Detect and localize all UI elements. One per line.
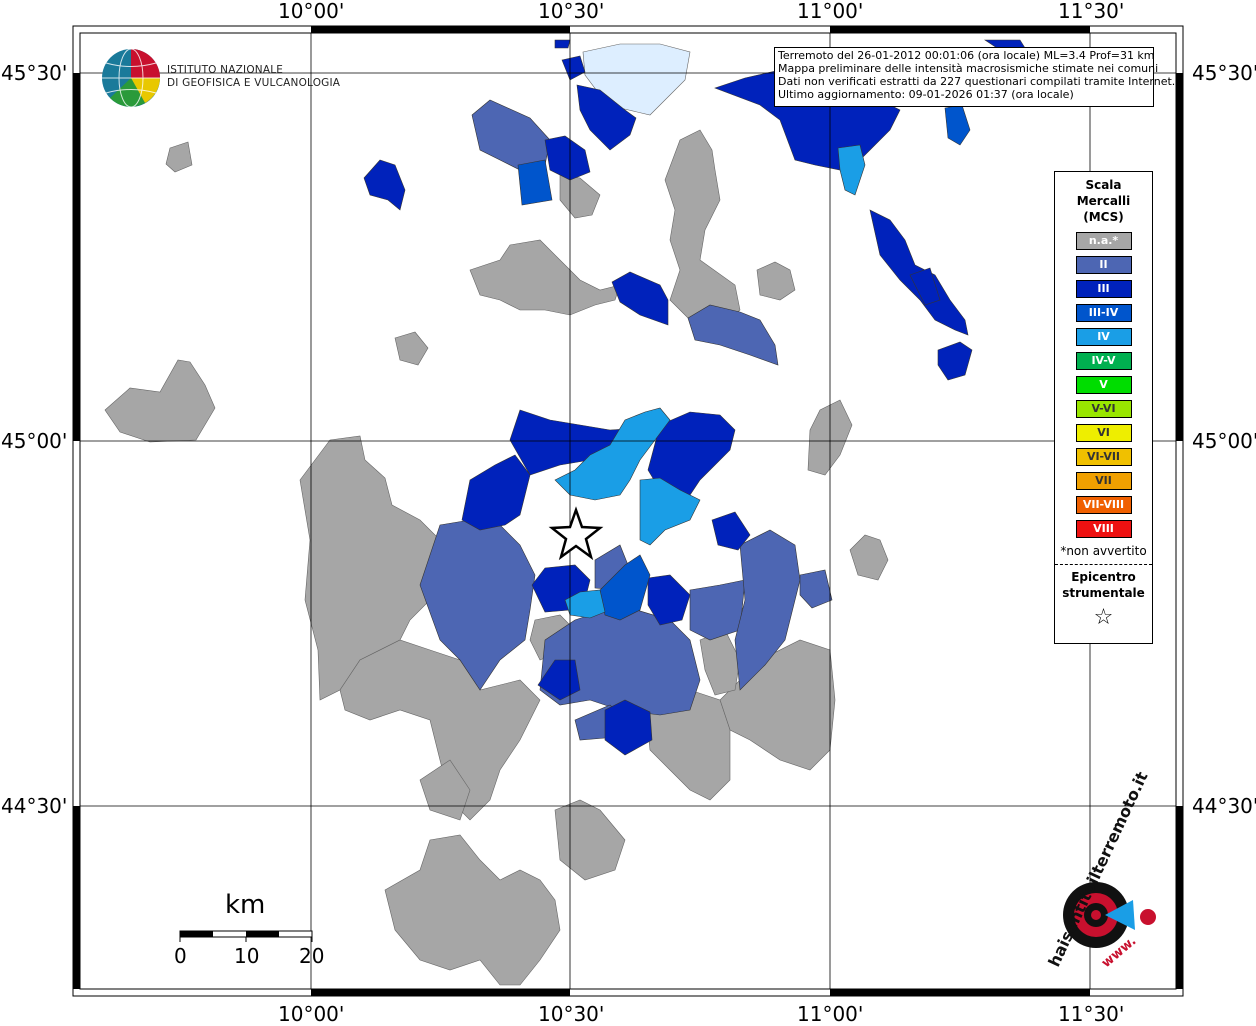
- lon-tick-bottom-2: 10°30': [538, 1002, 605, 1026]
- legend-items: n.a.* II III III-IV IV IV-V V V-VI VI VI-VII VII VI…: [1055, 232, 1152, 538]
- epicenter-star-icon: [548, 506, 604, 561]
- lat-tick-right-3: 44°30': [1192, 794, 1256, 818]
- legend-item: III: [1075, 280, 1132, 298]
- legend-item: IV-V: [1075, 352, 1132, 370]
- info-line-3: Dati non verificati estratti da 227 ques…: [778, 75, 1176, 88]
- ingv-logo-icon: [102, 48, 160, 108]
- legend-note: *non avvertito: [1060, 544, 1147, 558]
- legend-item: n.a.*: [1075, 232, 1132, 250]
- lat-tick-left-1: 45°30': [1, 61, 68, 85]
- legend-item: VIII: [1075, 520, 1132, 538]
- region-intensity-IV: [554, 144, 866, 619]
- legend-divider: [1055, 564, 1152, 565]
- lon-tick-top-2: 10°30': [538, 0, 605, 23]
- region-intensity-III-IV: [517, 104, 971, 621]
- legend-item: V: [1075, 376, 1132, 394]
- legend-title-line-3: (MCS): [1083, 210, 1124, 224]
- event-info-box: Terremoto del 26-01-2012 00:01:06 (ora l…: [774, 47, 1176, 107]
- info-line-4: Ultimo aggiornamento: 09-01-2026 01:37 (…: [778, 88, 1074, 101]
- epicenter-legend-line-1: Epicentro: [1071, 570, 1136, 584]
- institute-name: ISTITUTO NAZIONALE DI GEOFISICA E VULCAN…: [167, 64, 340, 90]
- lon-tick-top-1: 10°00': [278, 0, 345, 23]
- legend-item: III-IV: [1075, 304, 1132, 322]
- legend-title: Scala Mercalli (MCS): [1055, 177, 1152, 225]
- map-frame: [72, 25, 1184, 997]
- scale-label-0: 0: [174, 944, 187, 968]
- epicenter-legend-line-2: strumentale: [1062, 586, 1145, 600]
- scale-bar: [179, 930, 313, 942]
- epicenter-legend-star-icon: ☆: [1093, 605, 1114, 630]
- lon-tick-top-3: 11°00': [797, 0, 864, 23]
- info-line-1: Terremoto del 26-01-2012 00:01:06 (ora l…: [778, 49, 1155, 62]
- legend-title-line-1: Scala: [1085, 178, 1122, 192]
- region-intensity-III: [363, 39, 1026, 756]
- lat-tick-right-2: 45°00': [1192, 429, 1256, 453]
- region-intensity-II: [419, 99, 833, 741]
- legend-title-line-2: Mercalli: [1076, 194, 1131, 208]
- lat-tick-left-2: 45°00': [1, 429, 68, 453]
- institute-line-1: ISTITUTO NAZIONALE: [167, 64, 284, 76]
- scale-label-20: 20: [299, 944, 325, 968]
- institute-line-2: DI GEOFISICA E VULCANOLOGIA: [167, 77, 341, 89]
- epicenter-legend-title: Epicentro strumentale: [1055, 569, 1152, 601]
- legend-item: IV: [1075, 328, 1132, 346]
- lon-tick-top-4: 11°30': [1058, 0, 1125, 23]
- lon-tick-bottom-4: 11°30': [1058, 1002, 1125, 1026]
- legend-item: VI-VII: [1075, 448, 1132, 466]
- region-lightest: [582, 43, 691, 116]
- brand-logo-icon: [1063, 882, 1156, 948]
- legend-item: V-VI: [1075, 400, 1132, 418]
- legend-item: II: [1075, 256, 1132, 274]
- legend-item: VII-VIII: [1075, 496, 1132, 514]
- lon-tick-bottom-1: 10°00': [278, 1002, 345, 1026]
- legend-item: VI: [1075, 424, 1132, 442]
- info-line-2: Mappa preliminare delle intensità macros…: [778, 62, 1159, 75]
- frame-ticks: [73, 26, 1183, 996]
- legend-item: VII: [1075, 472, 1132, 490]
- lon-tick-bottom-3: 11°00': [797, 1002, 864, 1026]
- scale-unit: km: [225, 890, 266, 920]
- lat-tick-right-1: 45°30': [1192, 61, 1256, 85]
- lat-tick-left-3: 44°30': [1, 794, 68, 818]
- graticule: [80, 33, 1176, 989]
- mcs-legend: Scala Mercalli (MCS) n.a.* II III III-IV IV I…: [1054, 171, 1153, 644]
- scale-label-10: 10: [234, 944, 260, 968]
